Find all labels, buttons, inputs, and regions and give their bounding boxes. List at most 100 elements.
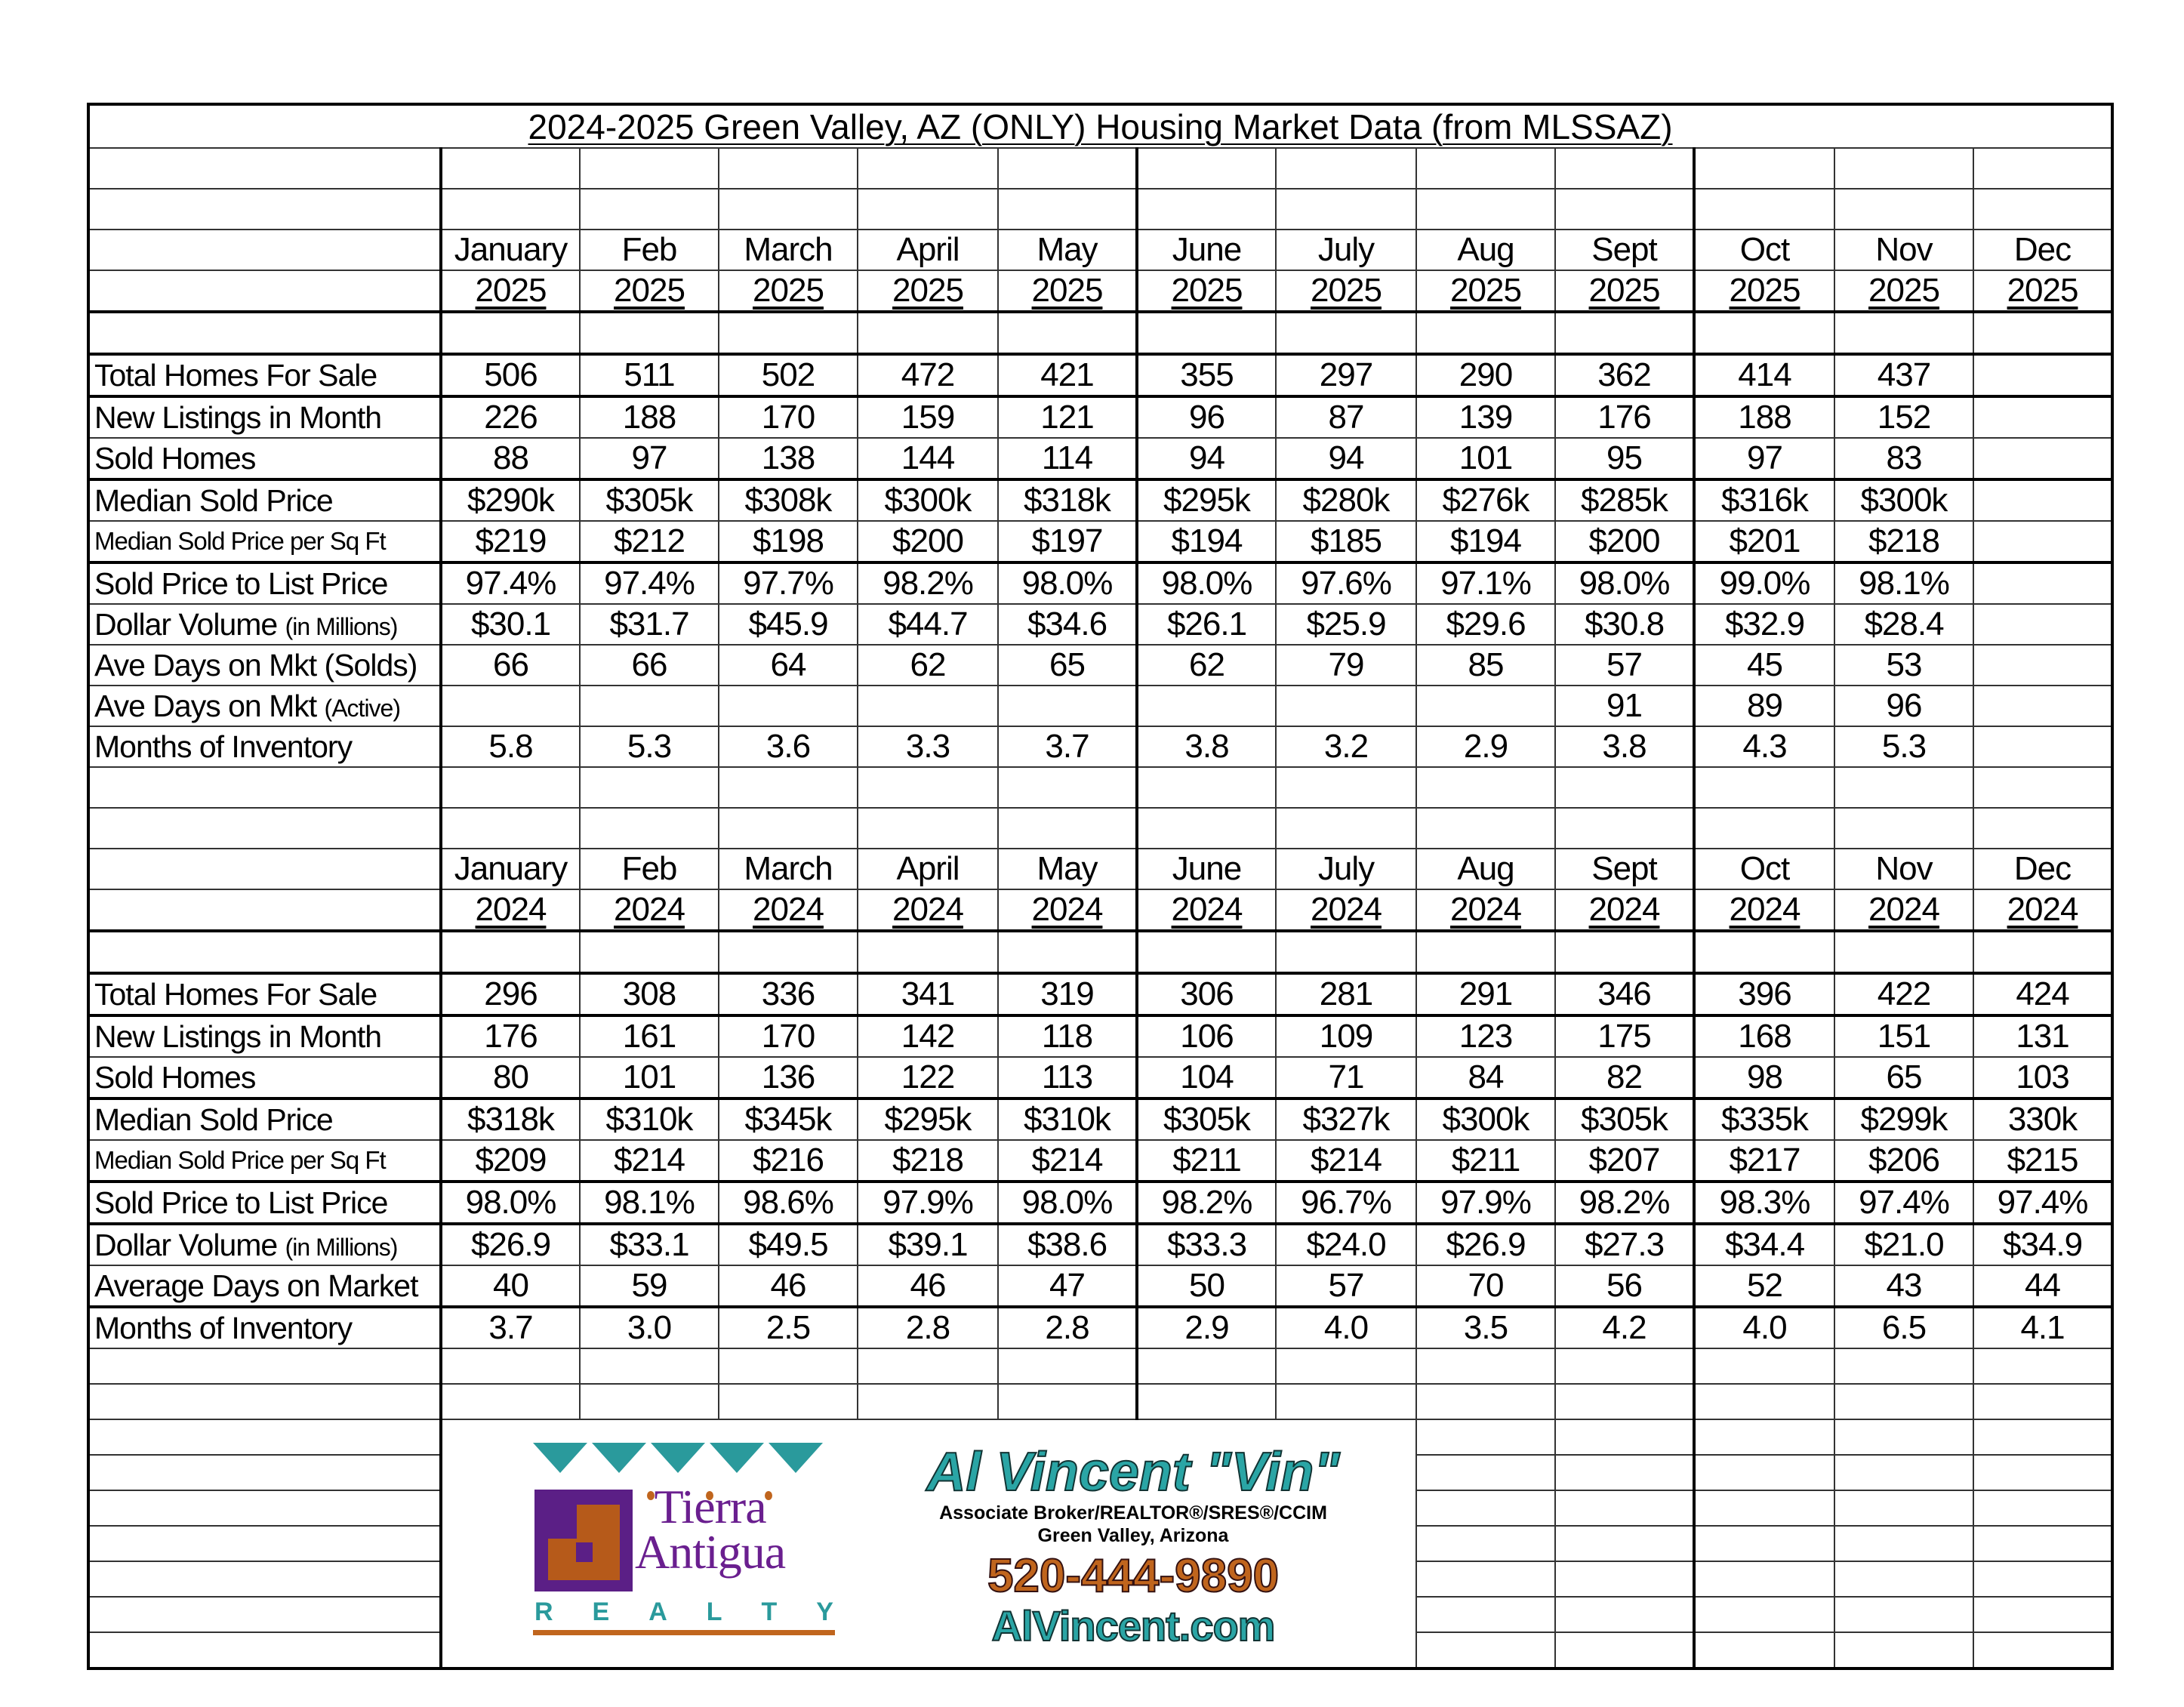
value-cell: 66 — [440, 644, 581, 686]
empty-cell — [579, 766, 719, 809]
empty-cell — [718, 147, 858, 189]
value-cell: 5.3 — [579, 726, 719, 768]
empty-cell — [440, 930, 581, 975]
value-cell: $295k — [1136, 479, 1277, 522]
blank-row — [88, 188, 2114, 230]
value-cell: 113 — [997, 1056, 1138, 1100]
value-cell: $308k — [718, 479, 858, 522]
year-label: 2024 — [1588, 891, 1661, 928]
year-label: 2025 — [753, 272, 824, 309]
empty-cell — [88, 1419, 442, 1456]
data-row: Months of Inventory 5.8 5.3 3.6 3.3 3.7 3.8 3.2… — [88, 726, 2114, 768]
value-cell: $214 — [579, 1139, 719, 1183]
empty-cell — [857, 188, 999, 230]
empty-cell — [997, 1348, 1138, 1385]
empty-cell — [1415, 807, 1556, 849]
empty-cell — [1834, 807, 1974, 849]
data-row: Median Sold Price $290k $305k $308k $300k $31… — [88, 479, 2114, 522]
value-cell — [1972, 603, 2114, 646]
empty-cell — [1693, 1454, 1835, 1491]
value-cell: 136 — [718, 1056, 858, 1100]
housing-market-sheet: 2024-2025 Green Valley, AZ (ONLY) Housin… — [87, 103, 2115, 1670]
agent-website-link[interactable]: AlVincent.com — [991, 1602, 1277, 1650]
empty-cell — [88, 766, 442, 809]
empty-cell — [1554, 1419, 1696, 1456]
empty-cell — [1415, 766, 1556, 809]
row-label: Average Days on Market — [88, 1265, 442, 1308]
value-cell: $32.9 — [1693, 603, 1835, 646]
empty-cell — [88, 1383, 442, 1420]
value-cell: 3.7 — [997, 726, 1138, 768]
value-cell: 62 — [857, 644, 999, 686]
empty-cell — [1972, 1348, 2114, 1385]
value-cell: $45.9 — [718, 603, 858, 646]
tierra-antigua-logo: Tierra Antigua R E A L T Y — [533, 1443, 835, 1647]
empty-cell — [579, 1383, 719, 1420]
empty-cell — [718, 311, 858, 356]
value-cell: 46 — [718, 1265, 858, 1308]
month-header-row: January Feb March April May June July Aug Sept Oc… — [88, 848, 2114, 890]
empty-cell — [857, 807, 999, 849]
data-row: Ave Days on Mkt (Active) 91 89 96 — [88, 685, 2114, 727]
empty-cell — [1693, 1490, 1835, 1527]
value-cell: $33.3 — [1136, 1223, 1277, 1266]
agent-phone[interactable]: 520-444-9890 — [987, 1549, 1280, 1603]
blank-row — [88, 766, 2114, 809]
blank-row — [88, 147, 2114, 189]
data-row: Dollar Volume (in Millions) $30.1 $31.7 $45… — [88, 603, 2114, 646]
empty-cell — [857, 930, 999, 975]
empty-cell — [1136, 188, 1277, 230]
year-header: 2024 — [1693, 889, 1835, 932]
value-cell: $34.6 — [997, 603, 1138, 646]
row-label-text: Total Homes For Sale — [94, 357, 377, 393]
value-cell: 96.7% — [1275, 1181, 1417, 1225]
value-cell: 103 — [1972, 1056, 2114, 1100]
advertisement: Tierra Antigua R E A L T Y Al Vincent "Vin" As… — [533, 1442, 1416, 1650]
row-label-text: Ave Days on Mkt — [94, 647, 325, 682]
value-cell: 6.5 — [1834, 1306, 1974, 1349]
value-cell: $26.1 — [1136, 603, 1277, 646]
empty-cell — [1972, 1596, 2114, 1633]
empty-cell — [1554, 1348, 1696, 1385]
value-cell: $310k — [579, 1098, 719, 1141]
year-header: 2024 — [440, 889, 581, 932]
row-label-text: Sold Price to List Price — [94, 1185, 388, 1220]
row-label: Sold Homes — [88, 437, 442, 481]
empty-cell — [1972, 147, 2114, 189]
year-label: 2025 — [2007, 272, 2079, 309]
value-cell: 97.9% — [857, 1181, 999, 1225]
value-cell: 396 — [1693, 972, 1835, 1017]
month-header: June — [1136, 848, 1277, 890]
logo-realty-letter: Y — [816, 1598, 833, 1626]
empty-cell — [1415, 930, 1556, 975]
year-label: 2025 — [1588, 272, 1661, 309]
value-cell: 97.6% — [1275, 562, 1417, 605]
value-cell: 152 — [1834, 396, 1974, 439]
value-cell — [1972, 726, 2114, 768]
empty-cell — [1415, 1525, 1556, 1562]
agent-location: Green Valley, Arizona — [1037, 1525, 1229, 1546]
value-cell: 226 — [440, 396, 581, 439]
value-cell: 101 — [579, 1056, 719, 1100]
empty-cell — [1834, 1596, 1974, 1633]
empty-cell — [1415, 1419, 1556, 1456]
year-header-row: 2024 2024 2024 2024 2024 2024 2024 2024 2024 2024… — [88, 889, 2114, 932]
value-cell: 170 — [718, 396, 858, 439]
value-cell: 2.5 — [718, 1306, 858, 1349]
value-cell: $24.0 — [1275, 1223, 1417, 1266]
empty-cell — [857, 1383, 999, 1420]
value-cell: $206 — [1834, 1139, 1974, 1183]
empty-cell — [718, 930, 858, 975]
empty-cell — [1834, 1383, 1974, 1420]
month-header: Sept — [1554, 848, 1696, 890]
empty-cell — [88, 1525, 442, 1562]
value-cell: 83 — [1834, 437, 1974, 481]
value-cell: $300k — [857, 479, 999, 522]
empty-cell — [440, 188, 581, 230]
logo-line1: Tierra — [654, 1480, 767, 1533]
value-cell — [1972, 562, 2114, 605]
value-cell: $197 — [997, 520, 1138, 564]
empty-cell — [1693, 1383, 1835, 1420]
empty-cell — [1136, 766, 1277, 809]
value-cell — [1972, 644, 2114, 686]
